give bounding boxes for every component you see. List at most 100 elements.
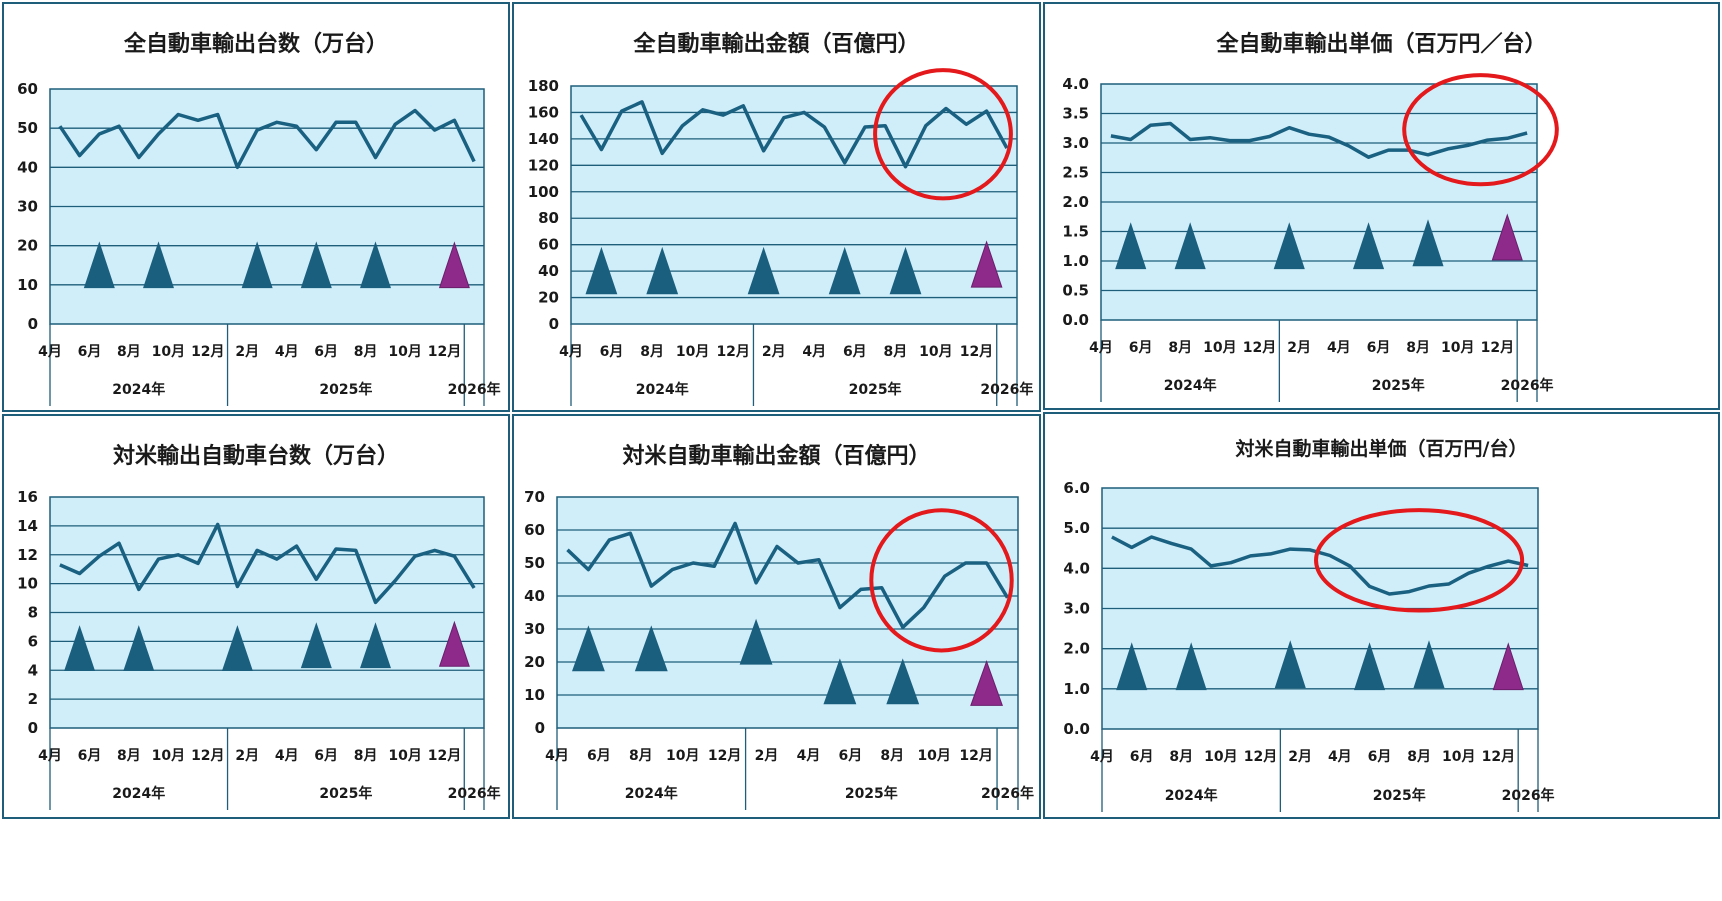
y-tick-label: 0.0 <box>1063 720 1090 738</box>
marker-triangle <box>360 241 391 289</box>
x-tick-label: 8月 <box>629 748 653 764</box>
chart-title: 全自動車輸出金額（百億円） <box>633 32 920 57</box>
x-tick-label: 4月 <box>1328 749 1352 765</box>
y-tick-label: 0 <box>28 719 38 737</box>
y-tick-label: 60 <box>538 236 559 254</box>
y-tick-label: 10 <box>17 276 38 294</box>
x-tick-label: 12月 <box>1243 340 1276 356</box>
series-line <box>566 521 1009 630</box>
y-tick-label: 40 <box>538 262 559 280</box>
chart-title: 全自動車輸出単価（百万円／台） <box>1216 32 1547 57</box>
chart-svg: 0 2 4 6 8 10 12 14 16 4月 6月 8月 10月 12月 2月 4月 6月 8月 10月 12月 2… <box>17 488 501 810</box>
x-tick-label: 6月 <box>78 344 102 360</box>
x-tick-label: 10月 <box>1204 749 1237 765</box>
marker-triangle <box>1116 642 1148 691</box>
marker-triangle <box>1115 222 1147 270</box>
y-tick-label: 3.0 <box>1062 134 1089 152</box>
marker-triangle <box>1353 642 1386 691</box>
y-tick-label: 40 <box>524 587 545 605</box>
x-tick-label: 6月 <box>1129 340 1153 356</box>
x-tick-label: 8月 <box>640 344 664 360</box>
year-label: 2024年 <box>112 785 165 802</box>
marker-triangle <box>221 625 253 672</box>
year-label: 2026年 <box>448 381 501 398</box>
x-tick-label: 6月 <box>78 748 102 764</box>
year-label: 2026年 <box>448 785 501 802</box>
x-tick-label: 4月 <box>1327 340 1351 356</box>
x-tick-label: 2月 <box>762 344 786 360</box>
marker-triangle <box>572 625 605 672</box>
x-tick-label: 10月 <box>1441 340 1474 356</box>
marker-triangle <box>889 246 922 295</box>
chart-title: 対米自動車輸出単価（百万円/台） <box>1235 438 1528 460</box>
x-tick-label: 10月 <box>152 748 185 764</box>
x-tick-label: 12月 <box>960 344 993 360</box>
marker-triangle <box>634 625 668 672</box>
year-label: 2025年 <box>319 785 372 802</box>
y-tick-label: 2.0 <box>1063 640 1090 658</box>
x-tick-label: 4月 <box>38 748 62 764</box>
total-unit-price-chart: 全自動車輸出単価（百万円／台） 0.0 0.5 1.0 1.5 2.0 2.5 3.0 3.5… <box>1043 2 1720 410</box>
marker-triangle <box>828 246 861 295</box>
y-tick-label: 50 <box>524 554 545 572</box>
y-tick-label: 0.5 <box>1062 282 1089 300</box>
x-tick-label: 10月 <box>388 344 421 360</box>
marker-triangle <box>1174 222 1206 270</box>
x-tick-label: 2月 <box>1288 749 1312 765</box>
series-line <box>59 522 476 605</box>
y-tick-label: 70 <box>524 488 545 506</box>
y-tick-label: 1.0 <box>1063 680 1090 698</box>
x-tick-label: 6月 <box>1130 749 1154 765</box>
y-tick-label: 40 <box>17 158 38 176</box>
marker-triangle <box>83 241 115 289</box>
marker-triangle <box>886 658 920 705</box>
y-tick-label: 180 <box>528 77 559 95</box>
x-tick-label: 8月 <box>1169 749 1193 765</box>
marker-triangle <box>1352 222 1385 270</box>
y-tick-label: 5.0 <box>1063 519 1090 537</box>
highlight-ellipse <box>1314 508 1525 613</box>
y-tick-label: 4 <box>28 661 38 679</box>
year-label: 2025年 <box>1373 787 1426 804</box>
x-tick-label: 6月 <box>314 344 338 360</box>
y-tick-label: 100 <box>528 183 559 201</box>
marker-triangle <box>123 625 155 672</box>
x-tick-label: 12月 <box>191 344 224 360</box>
x-tick-label: 12月 <box>1481 340 1514 356</box>
year-label: 2025年 <box>1372 377 1425 394</box>
marker-latest <box>1491 213 1523 261</box>
x-tick-label: 10月 <box>919 344 952 360</box>
marker-triangle <box>1412 219 1444 267</box>
x-tick-label: 6月 <box>600 344 624 360</box>
x-tick-label: 2月 <box>1287 340 1311 356</box>
x-tick-label: 2月 <box>755 748 779 764</box>
marker-triangle <box>360 622 391 669</box>
plot-area <box>570 85 1018 325</box>
us-value-chart: 対米自動車輸出金額（百億円） 0 10 20 30 40 50 60 70 4月 6月 8月 10月 1… <box>512 414 1041 819</box>
x-tick-label: 4月 <box>1090 749 1114 765</box>
marker-triangle <box>585 246 618 295</box>
y-tick-label: 2 <box>28 690 38 708</box>
x-tick-label: 4月 <box>38 344 62 360</box>
y-tick-label: 80 <box>538 209 559 227</box>
y-tick-label: 6 <box>28 632 38 650</box>
x-tick-label: 2月 <box>235 748 259 764</box>
x-tick-label: 8月 <box>883 344 907 360</box>
chart-title: 対米自動車輸出金額（百億円） <box>622 444 931 469</box>
year-label: 2024年 <box>636 381 689 398</box>
series-line <box>579 100 1009 169</box>
marker-triangle <box>1274 640 1306 689</box>
year-label: 2025年 <box>845 785 898 802</box>
x-tick-label: 8月 <box>1407 749 1431 765</box>
year-label: 2025年 <box>849 381 902 398</box>
year-label: 2025年 <box>319 381 372 398</box>
series-line <box>58 108 476 170</box>
y-tick-label: 8 <box>28 604 38 622</box>
y-tick-label: 3.5 <box>1062 105 1089 123</box>
x-tick-label: 4月 <box>797 748 821 764</box>
plot-area <box>556 496 1019 729</box>
x-tick-label: 10月 <box>152 344 185 360</box>
year-label: 2026年 <box>981 785 1034 802</box>
chart-svg: 0.0 0.5 1.0 1.5 2.0 2.5 3.0 3.5 4.0 4月 6月 8月 10月 12月 2… <box>1062 73 1559 402</box>
